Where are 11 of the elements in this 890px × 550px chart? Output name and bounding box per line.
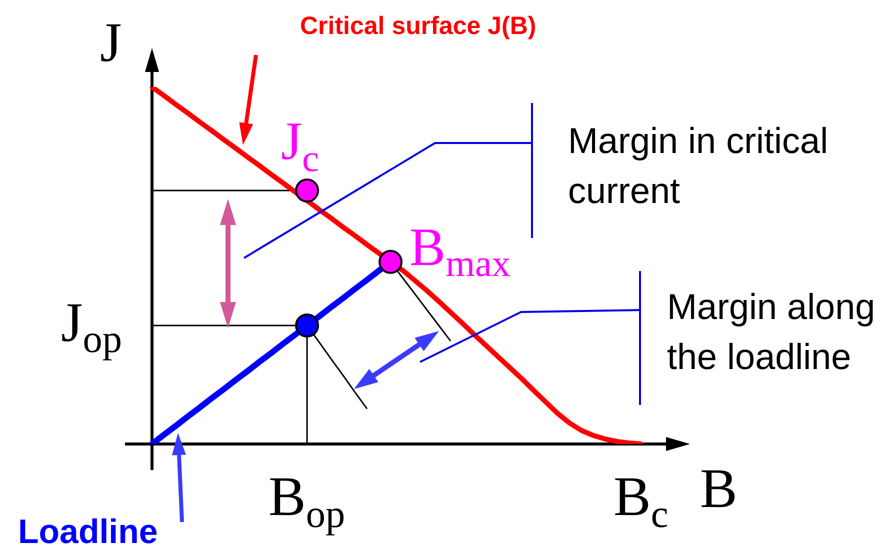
text: Margin along the loadline — [667, 285, 876, 379]
text: J$_{op}$ — [61, 292, 122, 362]
x-tick-label: B$_{op}$ — [268, 466, 346, 536]
annotation: Margin in critical current — [568, 119, 830, 213]
x-tick-label: B$_{c}$ — [614, 466, 668, 536]
text: Loadline — [18, 513, 158, 550]
x-axis-title: B — [700, 458, 738, 520]
y-axis-title: J — [100, 12, 122, 74]
text: Critical surface J(B) — [300, 12, 536, 40]
annotation: B$_{max}$ — [410, 216, 511, 286]
annotation: J$_{c}$ — [281, 111, 319, 180]
